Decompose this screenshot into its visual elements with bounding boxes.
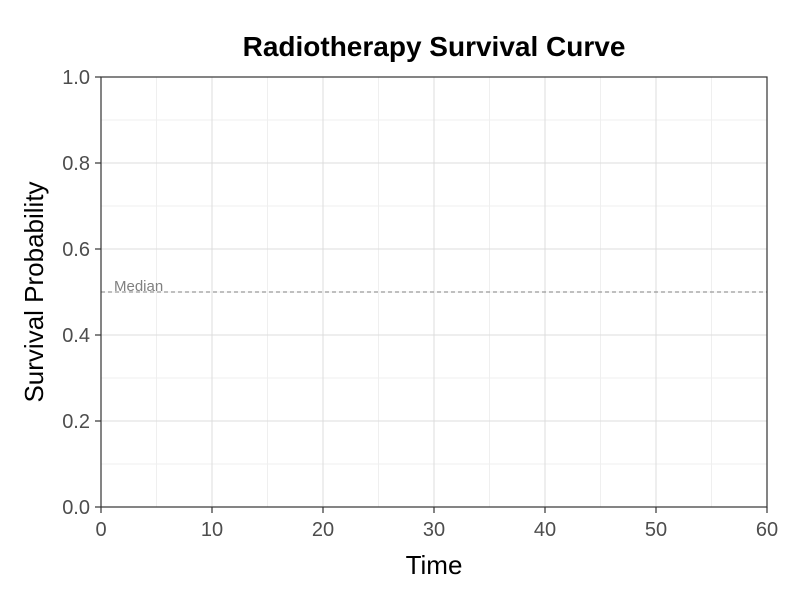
y-tick-label: 0.0 [62, 497, 90, 519]
chart-title: Radiotherapy Survival Curve [243, 31, 626, 62]
y-tick-label: 0.8 [62, 153, 90, 175]
x-tick-label: 40 [534, 519, 556, 541]
y-tick-label: 0.6 [62, 239, 90, 261]
y-tick-label: 0.4 [62, 325, 90, 347]
y-tick-label: 1.0 [62, 67, 90, 89]
reference-lines: Median [101, 278, 767, 295]
tick-marks-and-labels: 0 10 20 30 40 50 60 0.0 0.2 0.4 0.6 0.8 1.0 [62, 67, 778, 541]
y-axis-title: Survival Probability [19, 181, 49, 402]
y-tick-label: 0.2 [62, 411, 90, 433]
median-label: Median [114, 278, 163, 295]
x-tick-label: 50 [645, 519, 667, 541]
x-tick-label: 30 [423, 519, 445, 541]
x-tick-label: 60 [756, 519, 778, 541]
x-tick-label: 0 [95, 519, 106, 541]
x-tick-label: 20 [312, 519, 334, 541]
x-tick-label: 10 [201, 519, 223, 541]
x-axis-title: Time [406, 550, 463, 580]
